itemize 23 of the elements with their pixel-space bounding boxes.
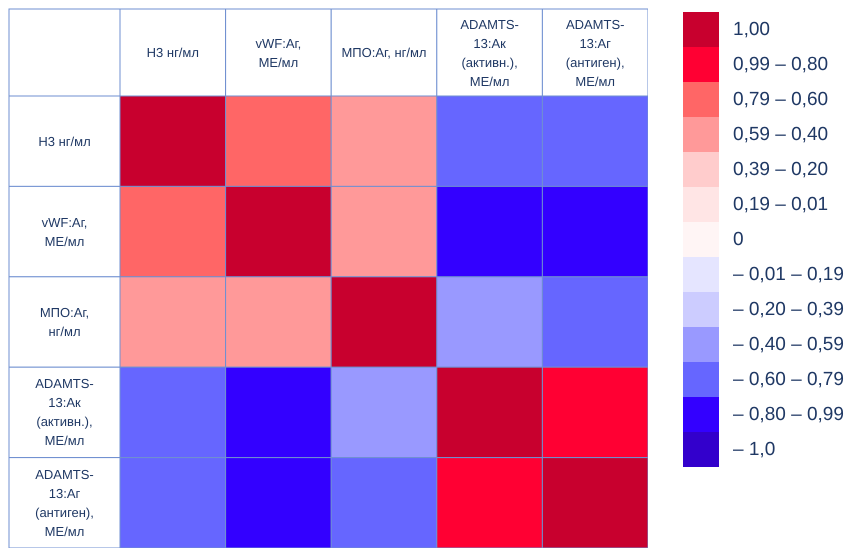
color-bar-label: – 0,40 – 0,59 xyxy=(733,334,844,356)
x-tick-label: Н3 нг/мл xyxy=(146,45,199,60)
y-tick-label: Н3 нг/мл xyxy=(38,134,91,149)
x-tick-label: ADAMTS-13:Ак (активн.), МЕ/мл xyxy=(460,16,519,88)
color-bar-label: 0,39 – 0,20 xyxy=(733,158,828,180)
color-bar-label: 0,79 – 0,60 xyxy=(733,88,828,110)
color-bar-label: – 0,01 – 0,19 xyxy=(733,264,844,286)
color-bar-label: 0,99 – 0,80 xyxy=(733,54,828,76)
y-tick-label: ADAMTS-13:Ак (активн.), МЕ/мл xyxy=(35,376,94,448)
y-tick-label: МПО:Аг, нг/мл xyxy=(40,304,90,339)
color-bar-label: 0 xyxy=(733,228,744,250)
y-tick-label: ADAMTS-13:Аг (антиген), МЕ/мл xyxy=(35,466,94,539)
color-bar-label: – 0,80 – 0,99 xyxy=(733,404,844,426)
color-bar-label: – 0,60 – 0,79 xyxy=(733,368,844,390)
color-bar-label: – 0,20 – 0,39 xyxy=(733,298,844,320)
y-tick-label: vWF:Аг, МЕ/мл xyxy=(42,214,88,249)
color-bar-label: 1,00 xyxy=(733,18,770,40)
x-tick-label: МПО:Аг, нг/мл xyxy=(341,45,426,60)
color-bar-label: 0,59 – 0,40 xyxy=(733,124,828,146)
x-tick-label: ADAMTS-13:Аг (антиген), МЕ/мл xyxy=(566,16,625,88)
color-bar-label: 0,19 – 0,01 xyxy=(733,194,828,216)
color-bar-label: – 1,0 xyxy=(733,438,776,460)
x-tick-label: vWF:Аг, МЕ/мл xyxy=(256,36,302,70)
